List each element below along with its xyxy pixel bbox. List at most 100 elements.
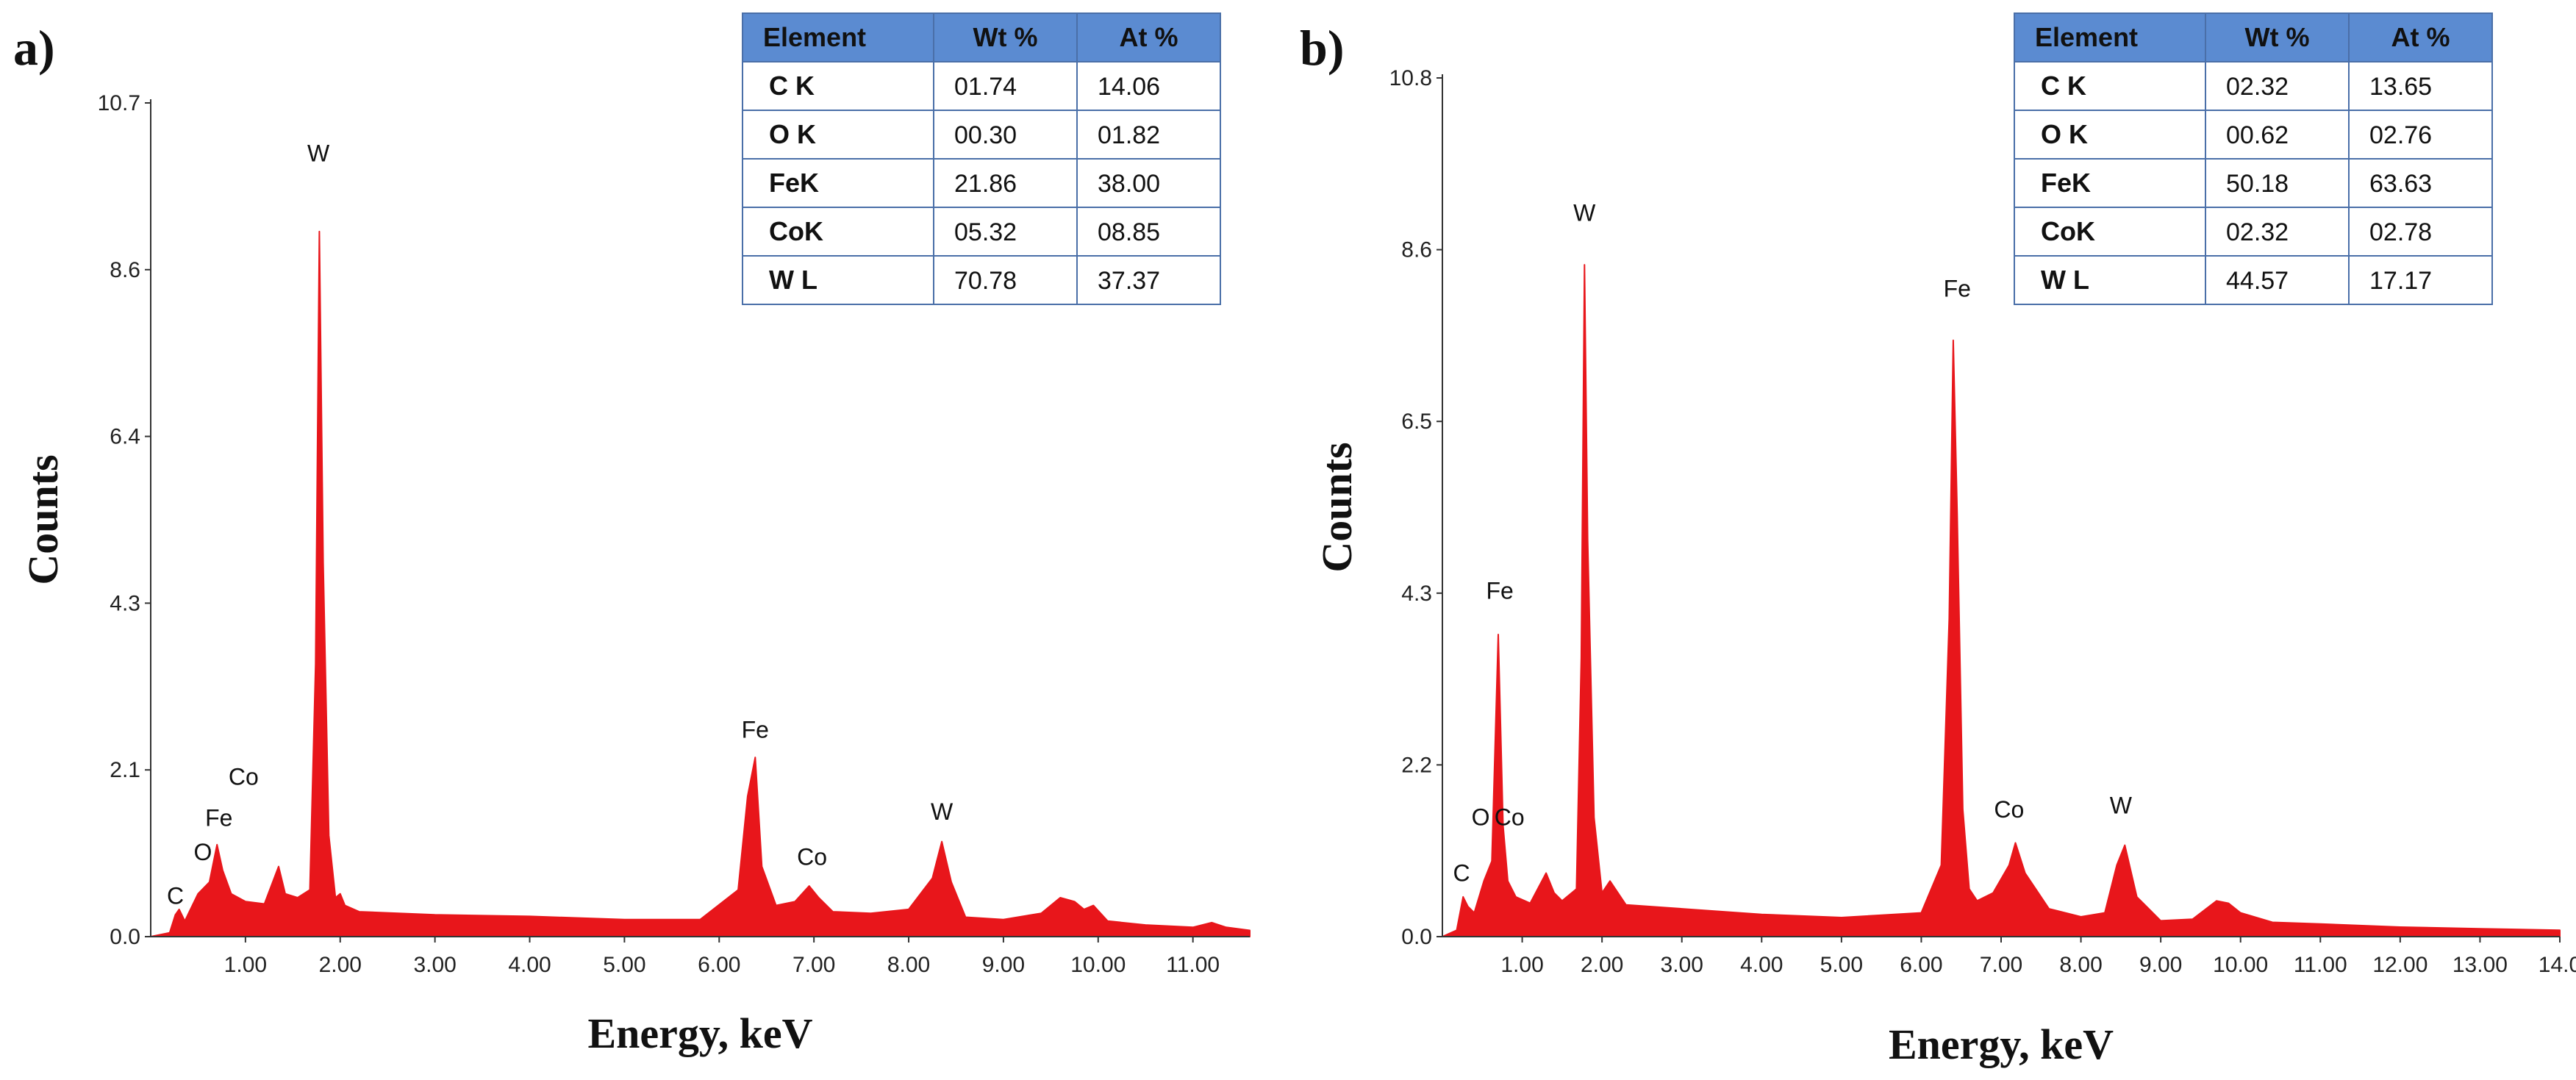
table-element-cell: CoK xyxy=(769,216,823,246)
table-element-cell: O K xyxy=(2041,119,2088,149)
y-axis-title: Counts xyxy=(1313,442,1361,572)
peak-label: Fe xyxy=(742,717,769,743)
table-body-bg xyxy=(742,61,1221,305)
x-tick-label: 1.00 xyxy=(224,953,267,977)
table-value-cell: 01.82 xyxy=(1098,121,1160,149)
table-value-cell: 14.06 xyxy=(1098,73,1160,101)
peak-label: Fe xyxy=(1944,275,1971,301)
table-value-cell: 50.18 xyxy=(2226,170,2289,198)
table-header-cell: Wt % xyxy=(2245,22,2310,52)
x-tick-label: 10.00 xyxy=(1070,953,1126,977)
table-element-cell: CoK xyxy=(2041,216,2095,246)
x-tick-label: 11.00 xyxy=(2294,953,2347,977)
table-header-cell: At % xyxy=(2391,22,2450,52)
y-tick-label: 0.0 xyxy=(1401,925,1432,949)
table-value-cell: 02.32 xyxy=(2226,218,2289,246)
y-tick-label: 4.3 xyxy=(110,591,140,615)
table-header-bg xyxy=(2014,12,2493,62)
x-tick-label: 3.00 xyxy=(413,953,456,977)
peak-label: C xyxy=(1453,859,1470,886)
table-value-cell: 02.78 xyxy=(2369,218,2432,246)
peak-label: Fe xyxy=(1486,577,1513,604)
table-element-cell: W L xyxy=(2041,265,2089,295)
table-value-cell: 44.57 xyxy=(2226,267,2289,295)
panel-label: a) xyxy=(13,20,55,76)
table-element-cell: C K xyxy=(2041,71,2086,101)
y-tick-label: 6.4 xyxy=(110,425,140,449)
x-tick-label: 9.00 xyxy=(982,953,1025,977)
x-tick-label: 6.00 xyxy=(698,953,740,977)
peak-label: C xyxy=(167,882,184,909)
x-axis-title: Energy, keV xyxy=(587,1009,812,1057)
x-tick-label: 6.00 xyxy=(1900,953,1942,977)
table-value-cell: 05.32 xyxy=(954,218,1017,246)
table-value-cell: 38.00 xyxy=(1098,170,1160,198)
y-tick-label: 10.7 xyxy=(98,91,140,115)
x-tick-label: 14.0 xyxy=(2539,953,2576,977)
x-tick-label: 13.00 xyxy=(2452,953,2508,977)
table-header-cell: Element xyxy=(2035,22,2138,52)
x-tick-label: 3.00 xyxy=(1661,953,1703,977)
x-tick-label: 12.00 xyxy=(2372,953,2427,977)
table-element-cell: C K xyxy=(769,71,815,101)
x-tick-label: 5.00 xyxy=(1820,953,1863,977)
table-header-cell: Element xyxy=(763,22,866,52)
x-tick-label: 11.00 xyxy=(1166,953,1220,977)
x-tick-label: 10.00 xyxy=(2213,953,2268,977)
y-tick-label: 2.1 xyxy=(110,758,140,782)
table-element-cell: FeK xyxy=(2041,168,2091,198)
panel-label: b) xyxy=(1300,20,1344,76)
table-value-cell: 17.17 xyxy=(2369,267,2432,295)
x-tick-label: 4.00 xyxy=(1740,953,1783,977)
peak-label: O xyxy=(193,839,212,865)
table-value-cell: 00.62 xyxy=(2226,121,2289,149)
table-header-bg xyxy=(742,12,1221,62)
x-tick-label: 7.00 xyxy=(1980,953,2022,977)
chart-panel-a: a) 0.0 2.1 4.3 6.4 8.6 10.7 1.00 2.00 3.00 4.00 5.0… xyxy=(13,12,1251,1057)
peak-label: W xyxy=(307,140,330,166)
x-tick-label: 4.00 xyxy=(508,953,551,977)
y-axis-title: Counts xyxy=(19,454,67,584)
table-value-cell: 63.63 xyxy=(2369,170,2432,198)
spectrum-series xyxy=(150,230,1251,937)
peak-label: Fe xyxy=(205,805,232,832)
x-tick-label: 1.00 xyxy=(1500,953,1543,977)
table-header-cell: At % xyxy=(1120,22,1178,52)
table-body-bg xyxy=(2014,61,2493,305)
peak-label: Co xyxy=(1495,804,1525,831)
x-axis-title: Energy, keV xyxy=(1889,1020,2114,1068)
table-value-cell: 37.37 xyxy=(1098,267,1160,295)
y-tick-label: 4.3 xyxy=(1401,582,1432,606)
peak-label: Co xyxy=(797,843,827,870)
x-tick-label: 8.00 xyxy=(2059,953,2102,977)
y-tick-label: 6.5 xyxy=(1401,410,1432,434)
composition-table: Element Wt % At % C K 01.74 14.06 O K 00.30 01.8… xyxy=(742,12,1221,305)
y-tick-label: 2.2 xyxy=(1401,753,1432,777)
table-value-cell: 08.85 xyxy=(1098,218,1160,246)
table-element-cell: FeK xyxy=(769,168,819,198)
table-header-cell: Wt % xyxy=(973,22,1038,52)
x-tick-label: 7.00 xyxy=(793,953,835,977)
peak-label: W xyxy=(931,798,954,825)
spectrum-series xyxy=(1442,264,2561,937)
x-tick-label: 9.00 xyxy=(2139,953,2182,977)
x-tick-label: 5.00 xyxy=(603,953,645,977)
y-tick-label: 0.0 xyxy=(110,925,140,949)
x-tick-label: 2.00 xyxy=(319,953,362,977)
table-value-cell: 00.30 xyxy=(954,121,1017,149)
x-tick-label: 8.00 xyxy=(887,953,930,977)
table-value-cell: 21.86 xyxy=(954,170,1017,198)
peak-label: Co xyxy=(229,763,259,790)
table-value-cell: 02.76 xyxy=(2369,121,2432,149)
y-tick-label: 10.8 xyxy=(1389,66,1432,90)
composition-table: Element Wt % At % C K 02.32 13.65 O K 00.62 02.7… xyxy=(2014,12,2493,305)
peak-label: Co xyxy=(1994,796,2024,823)
chart-panel-b: b) 0.0 2.2 4.3 6.5 8.6 10.8 1.00 2.00 3.00 4.00 5.0… xyxy=(1300,12,2576,1068)
table-value-cell: 02.32 xyxy=(2226,73,2289,101)
table-element-cell: W L xyxy=(769,265,817,295)
table-element-cell: O K xyxy=(769,119,816,149)
y-tick-label: 8.6 xyxy=(110,258,140,282)
table-value-cell: 13.65 xyxy=(2369,73,2432,101)
peak-label: W xyxy=(1573,200,1596,226)
